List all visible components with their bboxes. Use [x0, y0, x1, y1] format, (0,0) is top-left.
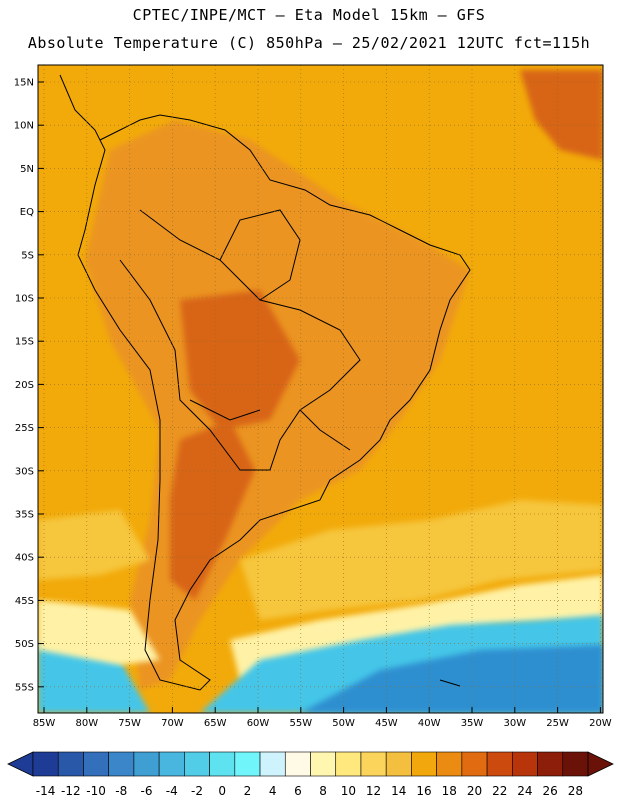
longitude-axis: 85W 80W 75W 70W 65W 60W 55W 50W 45W 40W 35W 30W 25W 2… — [33, 707, 612, 729]
lat-label: 10S — [15, 294, 34, 305]
colorbar-label: -2 — [191, 784, 203, 798]
colorbar-swatch — [158, 751, 185, 777]
colorbar-label: -6 — [141, 784, 153, 798]
lon-label: 55W — [289, 718, 312, 729]
colorbar-swatch — [209, 751, 236, 777]
colorbar-label: 16 — [416, 784, 431, 798]
colorbar-label: 10 — [341, 784, 356, 798]
colorbar-swatch — [486, 751, 513, 777]
map-frame — [37, 64, 604, 714]
lat-label: 15N — [14, 78, 34, 89]
lon-label: 60W — [247, 718, 270, 729]
lat-label: 20S — [15, 380, 34, 391]
colorbar-swatch — [184, 751, 210, 777]
colorbar-label: 12 — [366, 784, 381, 798]
colorbar-label: 26 — [543, 784, 558, 798]
northeast-warm-anomaly — [520, 70, 603, 160]
colorbar-label: 2 — [244, 784, 252, 798]
colorbar-swatch — [259, 751, 286, 777]
lon-label: 50W — [332, 718, 355, 729]
colorbar-swatch — [335, 751, 362, 777]
colorbar-swatch — [57, 751, 84, 777]
colorbar-swatch — [537, 751, 564, 777]
colorbar-swatch — [360, 751, 387, 777]
colorbar-high-arrow — [587, 751, 614, 777]
colorbar: -14 -12 -10 -8 -6 -4 -2 0 2 4 6 8 10 12 14 16 18 20 22 24 26… — [7, 751, 614, 798]
colorbar-swatch — [310, 751, 337, 777]
colorbar-swatch — [234, 751, 261, 777]
colorbar-label: 20 — [467, 784, 482, 798]
colorbar-swatch — [83, 751, 109, 777]
colorbar-label: 18 — [442, 784, 457, 798]
lon-label: 65W — [204, 718, 227, 729]
lon-label: 30W — [503, 718, 526, 729]
lon-label: 20W — [589, 718, 612, 729]
lon-label: 85W — [33, 718, 56, 729]
lat-label: 45S — [15, 596, 34, 607]
graticule — [38, 65, 603, 713]
uruguay-border — [299, 409, 351, 451]
colorbar-label: 4 — [269, 784, 277, 798]
lat-label: 15S — [15, 337, 34, 348]
lat-label: EQ — [20, 207, 34, 218]
lat-label: 40S — [15, 553, 34, 564]
colorbar-swatch — [385, 751, 412, 777]
lon-label: 35W — [461, 718, 484, 729]
lat-label: 35S — [15, 510, 34, 521]
colorbar-label: 22 — [492, 784, 507, 798]
coastline — [59, 74, 471, 691]
colorbar-label: -8 — [115, 784, 127, 798]
inner-border — [219, 209, 301, 301]
lon-label: 25W — [546, 718, 569, 729]
colorbar-label: -4 — [166, 784, 178, 798]
pacific-cold-water — [38, 640, 150, 713]
colorbar-swatch — [284, 751, 311, 777]
colorbar-low-arrow — [7, 751, 34, 777]
colorbar-swatch — [108, 751, 135, 777]
lon-label: 70W — [161, 718, 184, 729]
colorbar-label: -10 — [86, 784, 106, 798]
lon-label: 45W — [375, 718, 398, 729]
argentina-hot-core — [170, 420, 255, 600]
pacific-cool-band — [38, 600, 160, 665]
lon-label: 75W — [118, 718, 141, 729]
lat-label: 55S — [15, 682, 34, 693]
colorbar-label: -14 — [36, 784, 56, 798]
atlantic-warm-band — [240, 500, 603, 620]
south-atlantic-deep-cold — [300, 645, 603, 713]
lon-label: 40W — [418, 718, 441, 729]
title-line-1: CPTEC/INPE/MCT – Eta Model 15km – GFS — [132, 6, 486, 24]
colorbar-swatch — [411, 751, 437, 777]
lon-label: 80W — [75, 718, 98, 729]
colorbar-label: 28 — [568, 784, 583, 798]
temperature-field — [38, 65, 603, 713]
lat-label: 5S — [21, 250, 34, 261]
paraguay-border — [189, 399, 261, 421]
lat-label: 10N — [14, 121, 34, 132]
lat-label: 50S — [15, 639, 34, 650]
falklands — [439, 679, 461, 687]
lat-label: 5N — [20, 164, 34, 175]
colorbar-label: 14 — [391, 784, 406, 798]
colorbar-swatch — [512, 751, 538, 777]
colorbar-swatch — [436, 751, 463, 777]
colorbar-swatch — [32, 751, 59, 777]
colorbar-swatch — [461, 751, 488, 777]
title-line-2: Absolute Temperature (C) 850hPa – 25/02/… — [27, 34, 591, 52]
latitude-axis: 15N 10N 5N EQ 5S 10S 15S 20S 25S 30S 35S 40S 45S 50S 5… — [14, 78, 44, 693]
coastlines-and-borders — [59, 74, 471, 691]
lat-label: 30S — [15, 466, 34, 477]
colorbar-label: 8 — [319, 784, 327, 798]
colorbar-label: -12 — [61, 784, 81, 798]
colorbar-label: 0 — [218, 784, 226, 798]
colorbar-label: 6 — [294, 784, 302, 798]
colorbar-label: 24 — [517, 784, 532, 798]
colorbar-swatch — [562, 751, 589, 777]
lat-label: 25S — [15, 423, 34, 434]
pacific-warm-band — [38, 510, 150, 580]
chaco-hot-core — [180, 290, 300, 430]
colorbar-swatch — [133, 751, 160, 777]
